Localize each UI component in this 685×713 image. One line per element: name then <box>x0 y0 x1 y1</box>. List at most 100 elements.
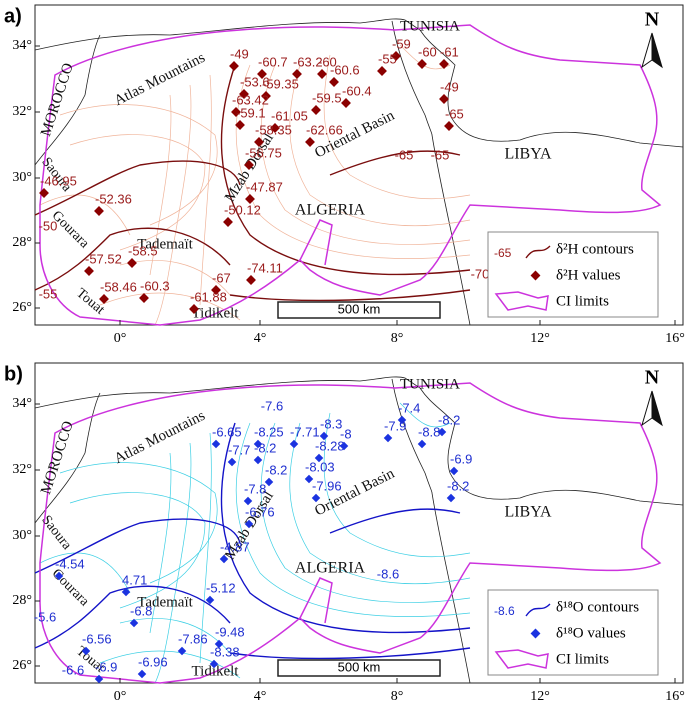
sample-marker <box>223 217 233 227</box>
contour-line <box>39 552 131 594</box>
x-tick-label: 16° <box>665 331 685 346</box>
y-tick-label: 26° <box>12 658 32 673</box>
sample-marker <box>253 455 263 465</box>
value-label: -49 <box>230 46 249 61</box>
ci-limits <box>39 382 662 684</box>
x-tick-label: 8° <box>391 331 404 346</box>
value-label: -63.2 <box>293 54 323 69</box>
contour-label: -5.6 <box>34 609 56 624</box>
contour-line <box>34 518 241 574</box>
place-label: Tidikelt <box>192 305 240 321</box>
map-panel: b)0° 4° 8° 12° 16°26°28°30°32°34°MOROCCOTUNI… <box>4 362 685 704</box>
legend-marker <box>530 628 541 639</box>
border <box>391 378 471 684</box>
contour-line <box>329 150 461 176</box>
sample-marker <box>211 285 221 295</box>
sample-marker <box>319 431 329 441</box>
contour-line <box>34 227 231 291</box>
x-tick-label: 12° <box>530 331 550 346</box>
x-tick-label: 12° <box>530 689 550 704</box>
contour-line <box>220 64 471 276</box>
value-label: -58.46 <box>100 279 137 294</box>
scale-bar <box>277 301 441 319</box>
value-label: 4.71 <box>122 572 147 587</box>
legend-label: CI limits <box>556 651 609 667</box>
contour-label: -50 <box>39 218 58 233</box>
value-label: -53.6 <box>240 74 270 89</box>
x-tick-label: 0° <box>114 689 127 704</box>
coastline <box>34 18 684 148</box>
contour-line <box>59 104 218 226</box>
sample-marker <box>94 206 104 216</box>
place-label: Tidikelt <box>192 663 240 679</box>
value-label: -62.66 <box>306 122 343 137</box>
value-label: -58.35 <box>255 122 292 137</box>
value-label: -7.9 <box>384 418 406 433</box>
value-label: -67 <box>212 270 231 285</box>
value-label: -8.2 <box>438 412 460 427</box>
sample-marker <box>383 433 393 443</box>
y-tick-label: 28° <box>12 593 32 608</box>
value-label: -55 <box>378 51 397 66</box>
legend-box <box>487 231 659 318</box>
x-tick-label: 16° <box>665 689 685 704</box>
legend-ci <box>494 649 549 669</box>
value-label: -59.1 <box>236 105 266 120</box>
value-label: -65 <box>445 106 464 121</box>
legend-line <box>525 245 551 259</box>
x-tick-label: 8° <box>391 689 404 704</box>
scale-label: 500 km <box>338 301 381 316</box>
y-tick-label: 30° <box>12 528 32 543</box>
sample-marker <box>339 441 349 451</box>
value-label: -8 <box>340 426 352 441</box>
value-label: -7.4 <box>398 400 420 415</box>
value-label: -6.65 <box>212 424 242 439</box>
contour-line <box>154 442 192 684</box>
value-label: -59.35 <box>262 76 299 91</box>
sample-marker <box>437 427 447 437</box>
sample-marker <box>417 439 427 449</box>
north-label: N <box>645 367 660 389</box>
contour-line <box>99 650 241 679</box>
value-label: -8.38 <box>210 644 240 659</box>
contour-line <box>69 492 206 609</box>
sample-marker <box>139 293 149 303</box>
contour-line <box>220 422 471 634</box>
sample-marker <box>264 477 274 487</box>
sample-marker <box>246 275 256 285</box>
value-label: -56.75 <box>245 145 282 160</box>
value-label: -61.88 <box>190 289 227 304</box>
sample-marker <box>243 496 253 506</box>
contour-label: -70 <box>471 266 490 281</box>
value-label: -59.5 <box>312 90 342 105</box>
sample-marker <box>305 137 315 147</box>
sample-marker <box>289 439 299 449</box>
panel-label: b) <box>4 363 23 385</box>
place-label: Tademaït <box>137 236 193 252</box>
north-arrow <box>641 32 653 69</box>
sample-marker <box>397 415 407 425</box>
contour-label: -65 <box>431 147 450 162</box>
contour-line <box>39 194 131 236</box>
place-label: LIBYA <box>504 504 552 521</box>
value-label: -60 <box>418 44 437 59</box>
y-tick-label: 32° <box>12 462 32 477</box>
contour-line <box>289 64 471 227</box>
value-label: -7.71 <box>290 424 320 439</box>
y-tick-label: 32° <box>12 104 32 119</box>
y-tick-label: 28° <box>12 235 32 250</box>
contour-line <box>69 134 206 251</box>
value-label: -49 <box>440 79 459 94</box>
value-label: -6.8 <box>130 603 152 618</box>
value-label: -8.3 <box>320 416 342 431</box>
value-label: -7.96 <box>312 478 342 493</box>
value-label: -8.8 <box>418 424 440 439</box>
contour-line <box>229 289 471 302</box>
value-label: -61.05 <box>271 108 308 123</box>
scale-label: 500 km <box>338 659 381 674</box>
legend-line <box>525 603 551 617</box>
value-label: -8.2 <box>265 462 287 477</box>
value-label: -8.2 <box>254 440 276 455</box>
sample-marker <box>253 439 263 449</box>
sample-marker <box>39 188 49 198</box>
